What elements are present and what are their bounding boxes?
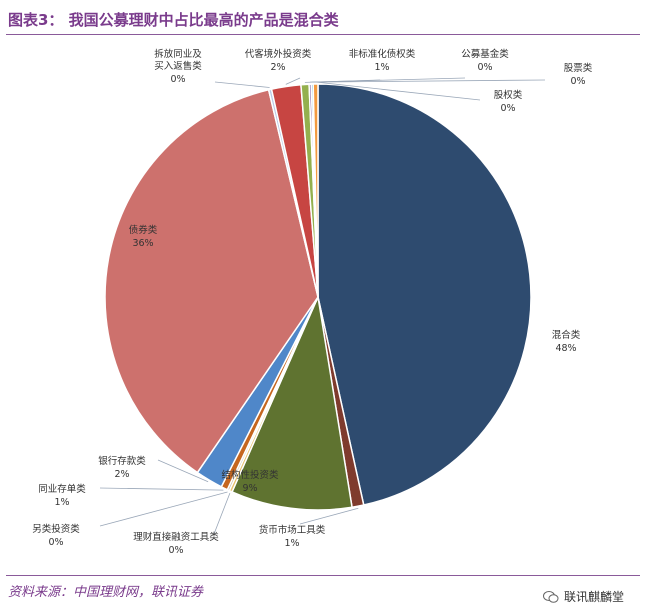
source-rule [6, 575, 640, 576]
slice-label: 拆放同业及买入返售类 0% [154, 48, 202, 85]
slice-label: 代客境外投资类 2% [245, 48, 312, 73]
leader-line [157, 459, 209, 483]
slice-label: 银行存款类 2% [98, 455, 146, 480]
leader-line [99, 491, 228, 527]
leader-line [214, 81, 270, 88]
leader-line [213, 492, 231, 535]
slice-label: 结构性投资类 9% [221, 469, 279, 494]
source-note: 资料来源：中国理财网，联讯证券 [8, 585, 204, 600]
leader-line [315, 81, 481, 101]
slice-label: 理财直接融资工具类 0% [133, 531, 219, 556]
leader-line [299, 507, 359, 525]
slice-label: 货币市场工具类 1% [259, 524, 326, 549]
leader-line [310, 77, 466, 83]
watermark: 联讯麒麟堂 [542, 588, 624, 605]
slice-label: 非标准化债权类 1% [349, 48, 416, 73]
slice-8 [104, 88, 319, 474]
leader-line [285, 77, 301, 85]
slice-1 [317, 83, 532, 506]
slice-3 [231, 294, 353, 511]
slice-label: 公募基金类 0% [461, 48, 509, 73]
slice-label: 混合类 48% [552, 329, 581, 354]
slice-label: 同业存单类 1% [38, 483, 86, 508]
leader-line [99, 487, 224, 491]
slice-label: 股权类 0% [494, 89, 523, 114]
slice-label: 股票类 0% [564, 62, 593, 87]
leader-line [312, 79, 546, 83]
slice-label: 债券类 36% [129, 224, 158, 249]
slice-14 [312, 83, 319, 298]
title-rule [6, 34, 640, 35]
slice-label: 另类投资类 0% [32, 523, 80, 548]
chart-title: 图表3： 我国公募理财中占比最高的产品是混合类 [8, 11, 339, 29]
watermark-text: 联讯麒麟堂 [563, 590, 624, 604]
wechat-icon [542, 590, 559, 603]
pie-chart: 混合类 48% 货币市场工具类 1% 结构性投资类 9% 理财直接融资工具类 0% 另类投资类 0… [32, 48, 593, 556]
